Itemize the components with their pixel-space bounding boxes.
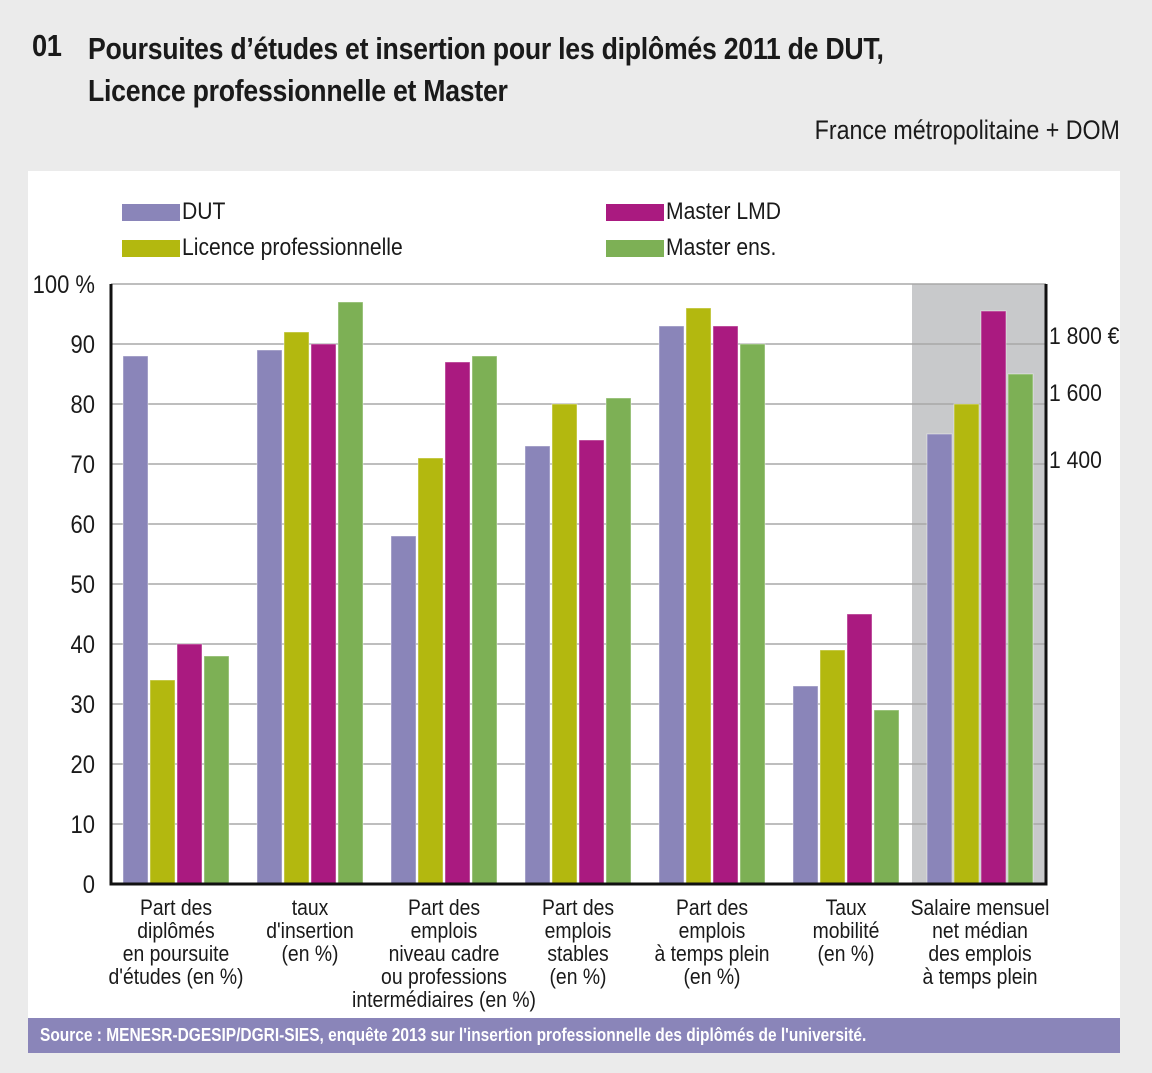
legend-swatch-master-ens bbox=[606, 239, 664, 257]
x-category-label: Part des diplômés en poursuite d'études (en… bbox=[109, 896, 244, 989]
bar-master-lmd bbox=[578, 439, 605, 885]
bar-dut bbox=[926, 433, 953, 885]
x-category-label-line: à temps plein bbox=[654, 942, 769, 966]
legend-swatch-master-lmd bbox=[606, 203, 664, 221]
y-tick-label: 50 bbox=[71, 571, 95, 599]
x-category-label-line: mobilité bbox=[813, 919, 880, 943]
bar-licence-professionnelle bbox=[283, 331, 310, 885]
figure-number: 01 bbox=[32, 28, 62, 63]
legend-item-dut: DUT bbox=[122, 198, 231, 226]
x-category-label-line: Part des bbox=[676, 896, 748, 920]
bar-master-ens bbox=[471, 355, 498, 885]
bar-master-lmd bbox=[176, 643, 203, 885]
x-category-label-line: (en %) bbox=[683, 965, 740, 989]
y2-tick-label: 1 600 bbox=[1049, 380, 1102, 407]
x-category-label-line: taux bbox=[292, 896, 329, 920]
x-category-label-line: net médian bbox=[932, 919, 1028, 943]
x-category-label: taux d'insertion (en %) bbox=[266, 896, 354, 966]
x-category-label: Salaire mensuel net médian des emplois à te… bbox=[911, 896, 1050, 989]
y2-tick-label: 1 400 bbox=[1049, 447, 1102, 474]
bar-licence-professionnelle bbox=[417, 457, 444, 885]
bar-master-ens bbox=[739, 343, 766, 885]
y2-tick-label: 1 800 € bbox=[1049, 323, 1120, 350]
x-category-label-line: (en %) bbox=[817, 942, 874, 966]
y-tick-label: 70 bbox=[71, 451, 95, 479]
bar-master-ens bbox=[203, 655, 230, 885]
bar-master-ens bbox=[873, 709, 900, 885]
bar-dut bbox=[658, 325, 685, 885]
y-tick-label: 80 bbox=[71, 391, 95, 419]
x-category-label-line: Taux bbox=[826, 896, 867, 920]
chart-subtitle: France métropolitaine + DOM bbox=[814, 115, 1120, 145]
y-tick-label: 60 bbox=[71, 511, 95, 539]
legend-item-master-ens: Master ens. bbox=[606, 234, 791, 262]
bar-licence-professionnelle bbox=[149, 679, 176, 885]
y-tick-label: 0 bbox=[83, 871, 95, 899]
x-category-label: Part des emplois stables (en %) bbox=[542, 896, 614, 989]
bar-master-ens bbox=[605, 397, 632, 885]
legend-label-licence: Licence professionnelle bbox=[182, 234, 403, 261]
x-category-label-line: diplômés bbox=[137, 919, 214, 943]
x-category-label: Part des emplois à temps plein (en %) bbox=[654, 896, 769, 989]
x-category-label-line: (en %) bbox=[549, 965, 606, 989]
x-category-label-line: emplois bbox=[411, 919, 478, 943]
bar-master-lmd bbox=[310, 343, 337, 885]
y-tick-label: 90 bbox=[71, 331, 95, 359]
x-category-label-line: Salaire mensuel bbox=[911, 896, 1050, 920]
y-tick-label: 40 bbox=[71, 631, 95, 659]
source-bar: Source : MENESR-DGESIP/DGRI-SIES, enquêt… bbox=[28, 1018, 1120, 1053]
x-category-label-line: des emplois bbox=[928, 942, 1031, 966]
x-category-label-line: (en %) bbox=[281, 942, 338, 966]
bar-dut bbox=[792, 685, 819, 885]
bar-licence-professionnelle bbox=[551, 403, 578, 885]
x-category-label: Taux mobilité (en %) bbox=[813, 896, 880, 966]
bar-master-ens bbox=[337, 301, 364, 885]
bar-master-lmd bbox=[980, 310, 1007, 885]
bar-licence-professionnelle bbox=[953, 403, 980, 885]
chart-title-line-1: Poursuites d’études et insertion pour le… bbox=[88, 31, 884, 66]
x-category-label-line: intermédiaires (en %) bbox=[352, 988, 536, 1012]
x-category-label-line: emplois bbox=[679, 919, 746, 943]
legend-label-master-ens: Master ens. bbox=[666, 234, 777, 261]
x-category-label-line: niveau cadre bbox=[389, 942, 500, 966]
legend-label-master-lmd: Master LMD bbox=[666, 198, 782, 225]
bar-master-ens bbox=[1007, 373, 1034, 885]
x-category-label-line: d'études (en %) bbox=[109, 965, 244, 989]
x-category-label-line: à temps plein bbox=[922, 965, 1037, 989]
legend-label-dut: DUT bbox=[182, 198, 226, 225]
legend-swatch-dut bbox=[122, 203, 180, 221]
legend-item-licence: Licence professionnelle bbox=[122, 234, 433, 262]
bar-licence-professionnelle bbox=[685, 307, 712, 885]
x-category-label-line: ou professions bbox=[381, 965, 507, 989]
bar-dut bbox=[390, 535, 417, 885]
x-category-label: Part des emplois niveau cadre ou profession… bbox=[352, 896, 536, 1012]
bar-dut bbox=[122, 355, 149, 885]
bar-dut bbox=[256, 349, 283, 885]
bar-master-lmd bbox=[712, 325, 739, 885]
bar-licence-professionnelle bbox=[819, 649, 846, 885]
x-category-label-line: Part des bbox=[408, 896, 480, 920]
legend-swatch-licence bbox=[122, 239, 180, 257]
x-category-label-line: en poursuite bbox=[123, 942, 230, 966]
x-category-label-line: stables bbox=[547, 942, 608, 966]
y-tick-label: 20 bbox=[71, 751, 95, 779]
y-tick-label: 100 % bbox=[33, 271, 95, 299]
chart-title-line-2: Licence professionnelle et Master bbox=[88, 73, 508, 108]
x-category-label-line: Part des bbox=[542, 896, 614, 920]
x-category-label-line: emplois bbox=[545, 919, 612, 943]
source-text: Source : MENESR-DGESIP/DGRI-SIES, enquêt… bbox=[40, 1025, 867, 1045]
bar-master-lmd bbox=[444, 361, 471, 885]
bar-master-lmd bbox=[846, 613, 873, 885]
chart-title: Poursuites d’études et insertion pour le… bbox=[88, 28, 1034, 112]
bar-dut bbox=[524, 445, 551, 885]
x-category-label-line: d'insertion bbox=[266, 919, 354, 943]
y-tick-label: 10 bbox=[71, 811, 95, 839]
y-tick-label: 30 bbox=[71, 691, 95, 719]
x-category-label-line: Part des bbox=[140, 896, 212, 920]
legend-item-master-lmd: Master LMD bbox=[606, 198, 797, 226]
